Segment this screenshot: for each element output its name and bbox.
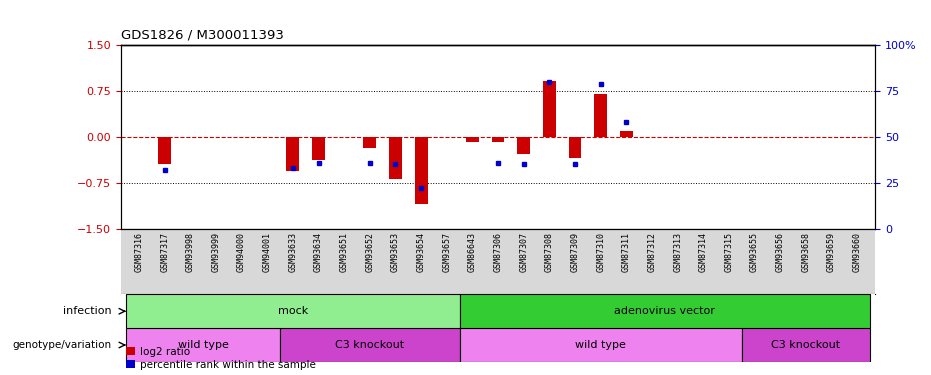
Text: GSM93653: GSM93653 [391, 232, 400, 272]
Text: GSM93660: GSM93660 [853, 232, 862, 272]
Text: GSM87306: GSM87306 [493, 232, 503, 272]
Text: wild type: wild type [178, 340, 228, 350]
Text: mock: mock [277, 306, 308, 316]
Text: GSM93999: GSM93999 [211, 232, 221, 272]
Text: GSM93652: GSM93652 [365, 232, 374, 272]
Text: GSM93657: GSM93657 [442, 232, 452, 272]
Text: GSM93655: GSM93655 [750, 232, 759, 272]
Text: GSM93654: GSM93654 [417, 232, 425, 272]
Bar [389, 137, 402, 178]
Bar [742, 328, 870, 362]
Text: GSM87309: GSM87309 [571, 232, 579, 272]
Text: GSM93998: GSM93998 [186, 232, 195, 272]
Text: GSM93656: GSM93656 [776, 232, 785, 272]
Text: GSM87317: GSM87317 [160, 232, 169, 272]
Text: GDS1826 / M300011393: GDS1826 / M300011393 [121, 28, 284, 41]
Text: GSM87311: GSM87311 [622, 232, 631, 272]
Text: GSM87312: GSM87312 [647, 232, 656, 272]
Text: GSM87308: GSM87308 [545, 232, 554, 272]
Bar [460, 328, 742, 362]
Text: wild type: wild type [575, 340, 627, 350]
Text: genotype/variation: genotype/variation [13, 340, 112, 350]
Bar [280, 328, 460, 362]
Bar [312, 137, 325, 160]
Bar [543, 81, 556, 137]
Bar [492, 137, 505, 142]
Bar [569, 137, 582, 158]
Text: GSM87315: GSM87315 [724, 232, 734, 272]
Text: adenovirus vector: adenovirus vector [614, 306, 715, 316]
Text: GSM93634: GSM93634 [314, 232, 323, 272]
Bar [287, 137, 299, 171]
Text: GSM93658: GSM93658 [802, 232, 810, 272]
Bar [460, 294, 870, 328]
Text: GSM94001: GSM94001 [263, 232, 272, 272]
Bar [466, 137, 479, 142]
Text: GSM87316: GSM87316 [134, 232, 143, 272]
Text: C3 knockout: C3 knockout [335, 340, 404, 350]
Bar [158, 137, 171, 164]
Text: GSM87310: GSM87310 [596, 232, 605, 272]
Text: GSM93659: GSM93659 [827, 232, 836, 272]
Text: C3 knockout: C3 knockout [771, 340, 841, 350]
Bar [127, 294, 460, 328]
Bar [363, 137, 376, 148]
Text: GSM86643: GSM86643 [468, 232, 477, 272]
Text: GSM87314: GSM87314 [699, 232, 708, 272]
Text: GSM93651: GSM93651 [340, 232, 349, 272]
Legend: log2 ratio, percentile rank within the sample: log2 ratio, percentile rank within the s… [127, 346, 316, 370]
Bar [127, 328, 280, 362]
Text: GSM94000: GSM94000 [237, 232, 246, 272]
Text: infection: infection [63, 306, 112, 316]
Text: GSM87313: GSM87313 [673, 232, 682, 272]
Text: GSM93633: GSM93633 [289, 232, 297, 272]
Bar [594, 94, 607, 137]
Bar [518, 137, 530, 154]
Bar [620, 131, 633, 137]
Text: GSM87307: GSM87307 [519, 232, 528, 272]
Bar [414, 137, 427, 204]
